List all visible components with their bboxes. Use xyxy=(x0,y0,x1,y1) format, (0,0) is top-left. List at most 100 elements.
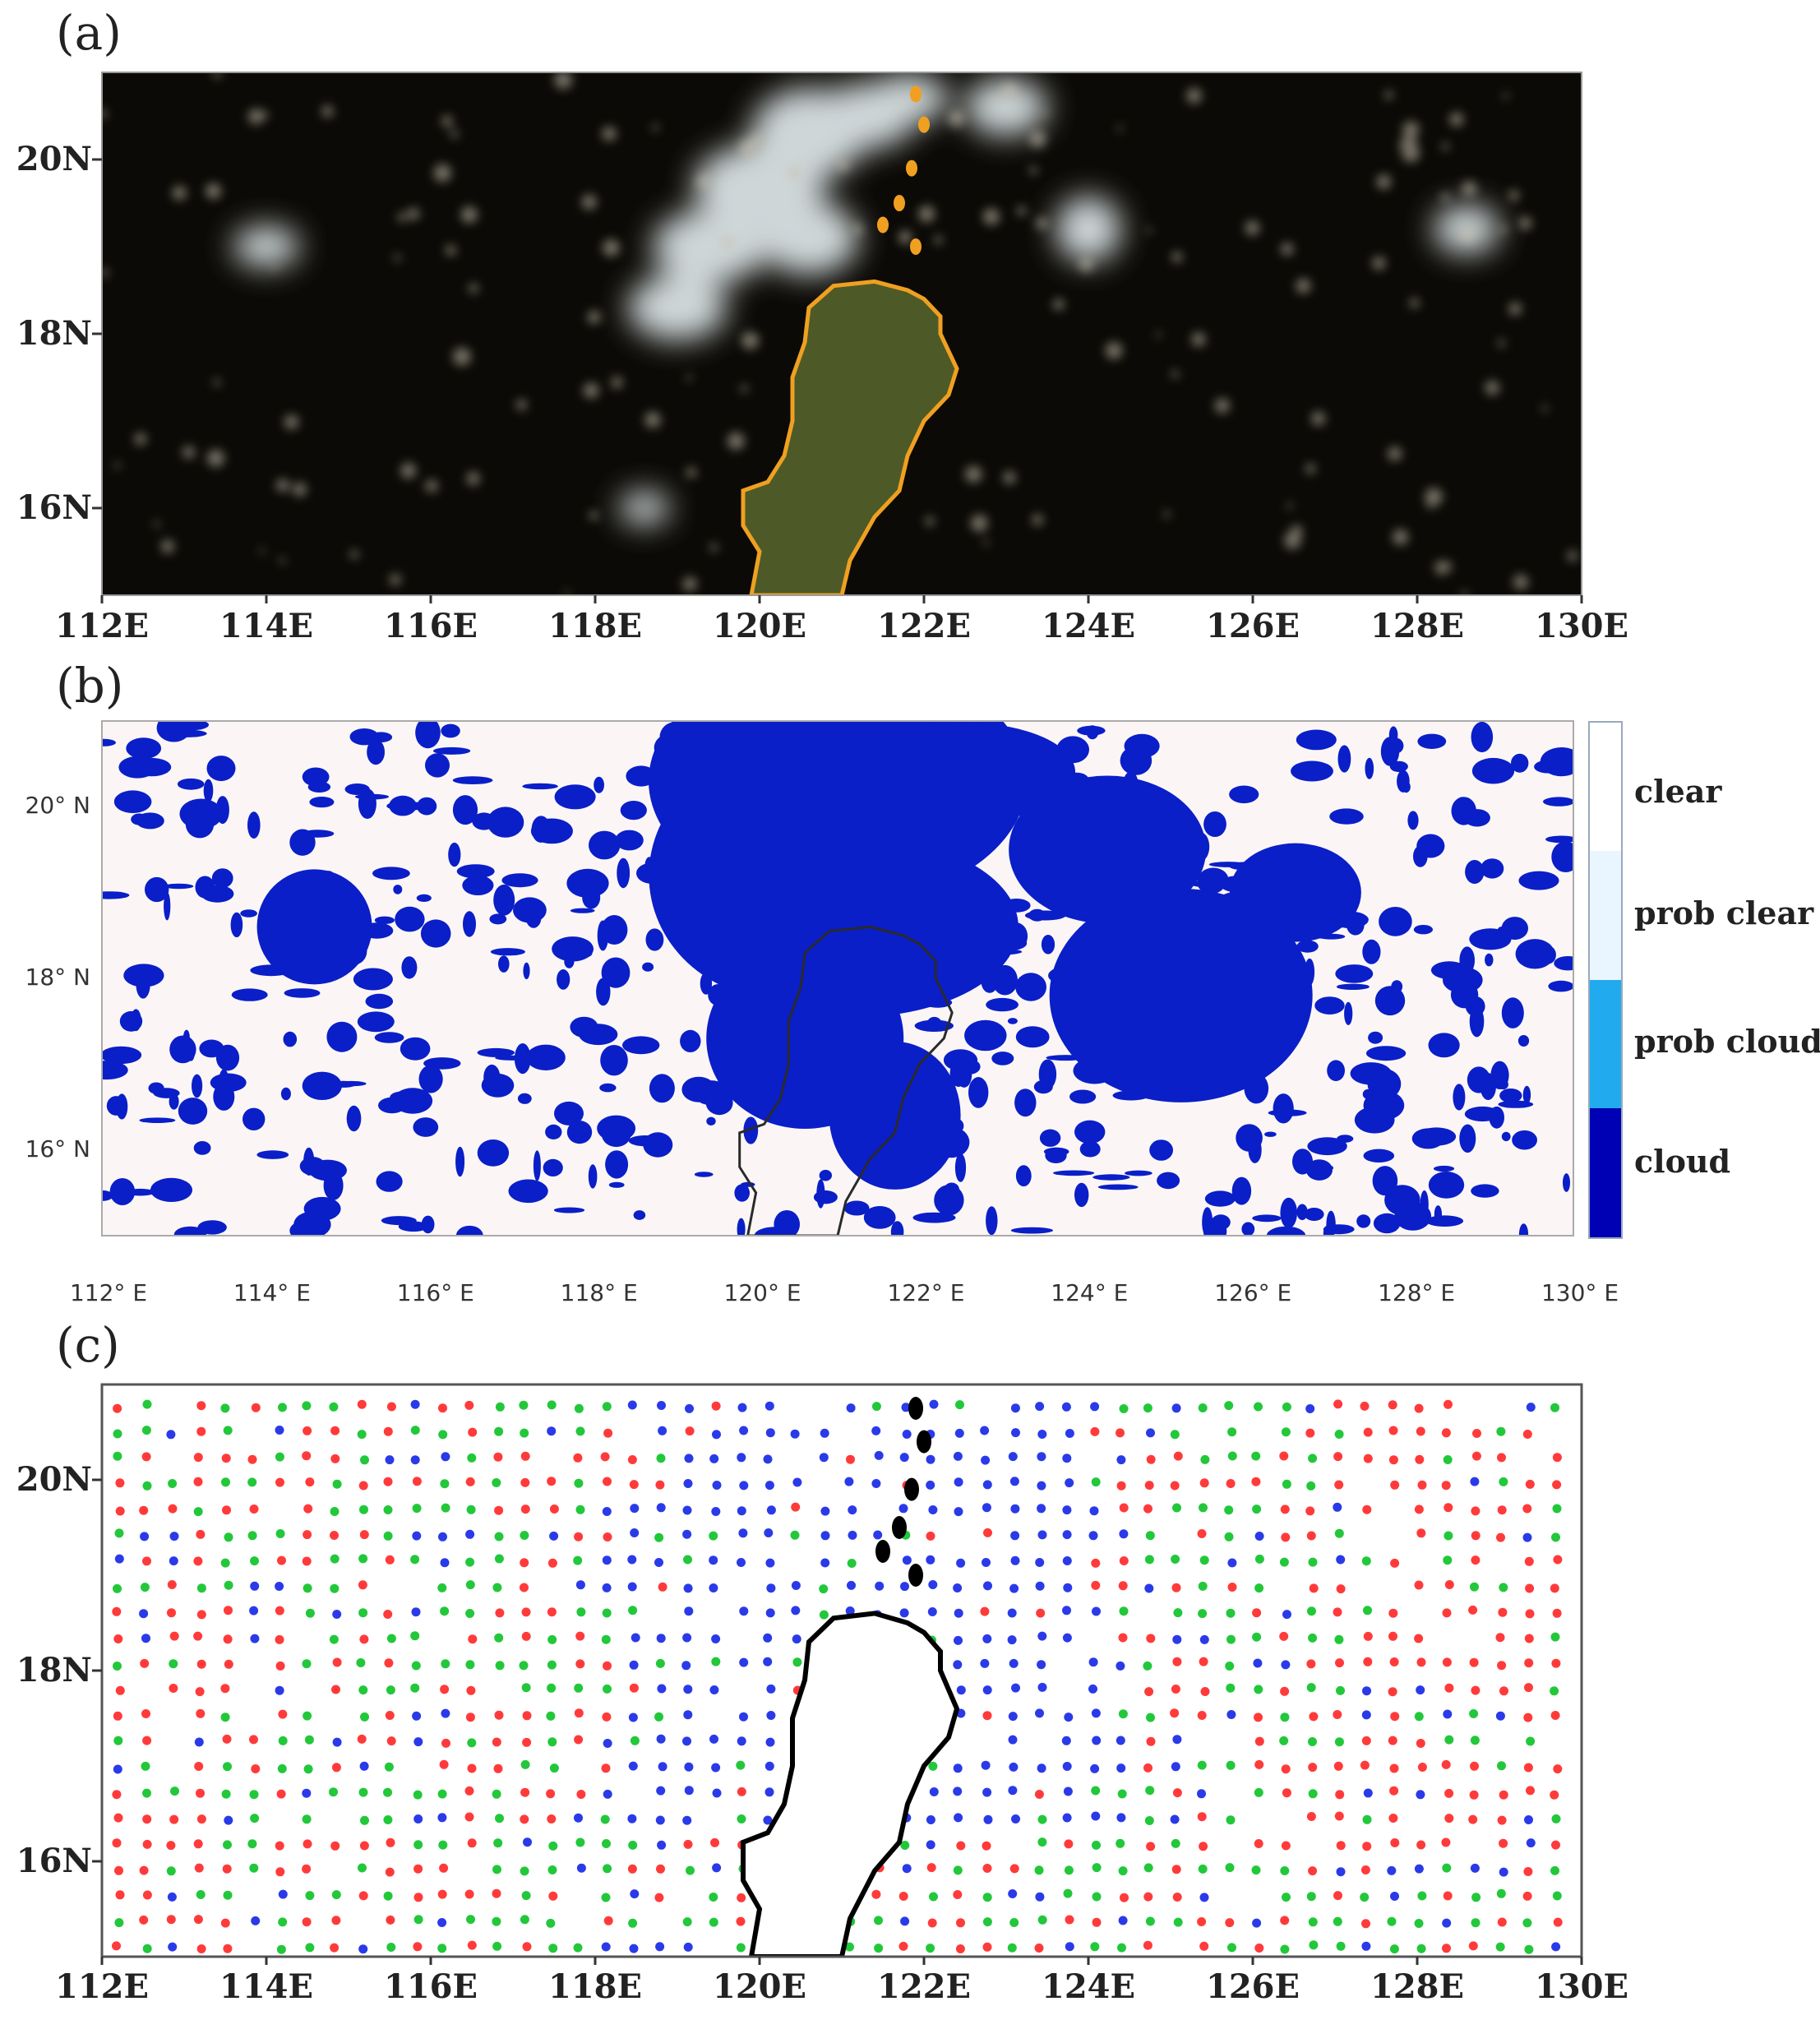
obs-point-348 xyxy=(575,1837,585,1847)
obs-point-522 xyxy=(791,1502,801,1512)
obs-point-751 xyxy=(1116,1813,1126,1823)
obs-point-245 xyxy=(438,1840,448,1850)
obs-point-322 xyxy=(520,1477,530,1487)
obs-point-412 xyxy=(656,1786,666,1796)
obs-point-470 xyxy=(737,1840,747,1850)
obs-point-770 xyxy=(1143,1863,1153,1873)
obs-point-347 xyxy=(576,1863,586,1873)
obs-point-922 xyxy=(1334,1528,1344,1538)
mask-speck-492 xyxy=(721,765,753,775)
obs-point-352 xyxy=(574,1708,584,1718)
obs-point-552 xyxy=(844,1735,854,1745)
speck-a-90 xyxy=(1079,257,1094,272)
mask-speck-374 xyxy=(1512,1130,1537,1150)
obs-point-86 xyxy=(223,1840,232,1850)
speck-a-106 xyxy=(682,576,697,591)
mask-speck-73 xyxy=(1015,731,1031,740)
obs-point-429 xyxy=(686,1865,695,1875)
mask-speck-487 xyxy=(708,984,729,1006)
obs-point-13 xyxy=(112,1606,122,1616)
obs-point-309 xyxy=(520,1814,529,1824)
mask-speck-471 xyxy=(636,862,668,884)
obs-point-724 xyxy=(1065,1429,1074,1438)
speck-a-138 xyxy=(902,386,914,399)
obs-point-211 xyxy=(384,1658,394,1668)
obs-point-161 xyxy=(331,1916,341,1925)
obs-point-214 xyxy=(385,1555,395,1565)
obs-point-535 xyxy=(820,1661,830,1671)
obs-point-809 xyxy=(1197,1917,1207,1926)
obs-point-847 xyxy=(1252,1918,1262,1928)
speck-a-39 xyxy=(817,585,834,595)
obs-point-178 xyxy=(329,1402,339,1412)
obs-point-650 xyxy=(982,1787,992,1797)
mask-speck-500 xyxy=(774,1210,800,1236)
obs-point-1071 xyxy=(1550,1790,1559,1800)
obs-point-155 xyxy=(303,1504,313,1514)
mask-speck-138 xyxy=(174,721,209,731)
obs-point-259 xyxy=(441,1452,450,1462)
obs-point-199 xyxy=(357,1399,367,1409)
obs-point-399 xyxy=(628,1606,638,1615)
legend-label-prob-clear: prob clear xyxy=(1634,894,1814,931)
obs-point-735 xyxy=(1091,1708,1101,1718)
obs-point-221 xyxy=(413,1942,423,1952)
obs-point-443 xyxy=(682,1505,692,1515)
obs-point-495 xyxy=(766,1684,776,1694)
mask-speck-245 xyxy=(1317,933,1346,940)
mask-speck-112 xyxy=(1394,1201,1432,1231)
lat-tick-a-20: 20N xyxy=(16,140,92,178)
obs-point-749 xyxy=(1118,1866,1128,1876)
obs-point-817 xyxy=(1200,1687,1210,1696)
mask-speck-479 xyxy=(959,828,968,844)
obs-point-317 xyxy=(521,1607,531,1617)
mask-speck-380 xyxy=(308,1159,347,1181)
obs-point-103 xyxy=(220,1403,230,1413)
obs-point-598 xyxy=(902,1481,912,1491)
obs-point-447 xyxy=(685,1403,694,1413)
mask-speck-229 xyxy=(113,790,152,813)
obs-point-377 xyxy=(601,1634,611,1644)
lon-tick-b-126: 126° E xyxy=(1214,1279,1292,1306)
speck-a-91 xyxy=(1402,144,1420,163)
obs-point-717 xyxy=(1062,1606,1071,1615)
obs-point-715 xyxy=(1064,1713,1074,1722)
speck-a-67 xyxy=(1449,112,1464,127)
obs-point-359 xyxy=(574,1532,584,1541)
obs-point-727 xyxy=(1092,1917,1102,1927)
obs-point-839 xyxy=(1227,1558,1237,1568)
mask-speck-222 xyxy=(570,1016,598,1038)
mask-speck-357 xyxy=(1471,757,1515,784)
obs-point-533 xyxy=(819,1712,829,1722)
mask-speck-89 xyxy=(1222,891,1258,903)
obs-point-630 xyxy=(953,1786,963,1796)
obs-point-686 xyxy=(1037,1915,1047,1925)
obs-point-561 xyxy=(844,1477,854,1486)
obs-point-1032 xyxy=(1497,1761,1506,1771)
obs-point-597 xyxy=(898,1504,908,1514)
obs-point-401 xyxy=(627,1555,637,1565)
obs-point-822 xyxy=(1199,1555,1209,1565)
obs-point-824 xyxy=(1199,1503,1208,1513)
obs-point-987 xyxy=(1443,1891,1453,1901)
obs-point-462 xyxy=(712,1481,722,1490)
obs-point-106 xyxy=(247,1839,257,1849)
obs-point-167 xyxy=(331,1685,340,1694)
mask-speck-221 xyxy=(1229,785,1259,804)
mask-speck-475 xyxy=(1296,940,1319,953)
obs-point-882 xyxy=(1279,1451,1289,1461)
obs-point-1080 xyxy=(1551,1532,1560,1542)
obs-point-165 xyxy=(331,1763,341,1773)
obs-point-547 xyxy=(845,1866,855,1876)
obs-point-433 xyxy=(684,1762,694,1772)
mask-speck-376 xyxy=(156,721,192,742)
obs-point-142 xyxy=(305,1891,315,1901)
obs-point-268 xyxy=(467,1763,477,1773)
obs-point-537 xyxy=(819,1610,829,1620)
obs-point-0 xyxy=(112,1941,121,1951)
mask-speck-508 xyxy=(1228,862,1268,871)
obs-point-313 xyxy=(522,1711,532,1721)
obs-point-256 xyxy=(438,1532,447,1541)
obs-point-1056 xyxy=(1524,1634,1534,1643)
mask-speck-397 xyxy=(416,797,437,816)
